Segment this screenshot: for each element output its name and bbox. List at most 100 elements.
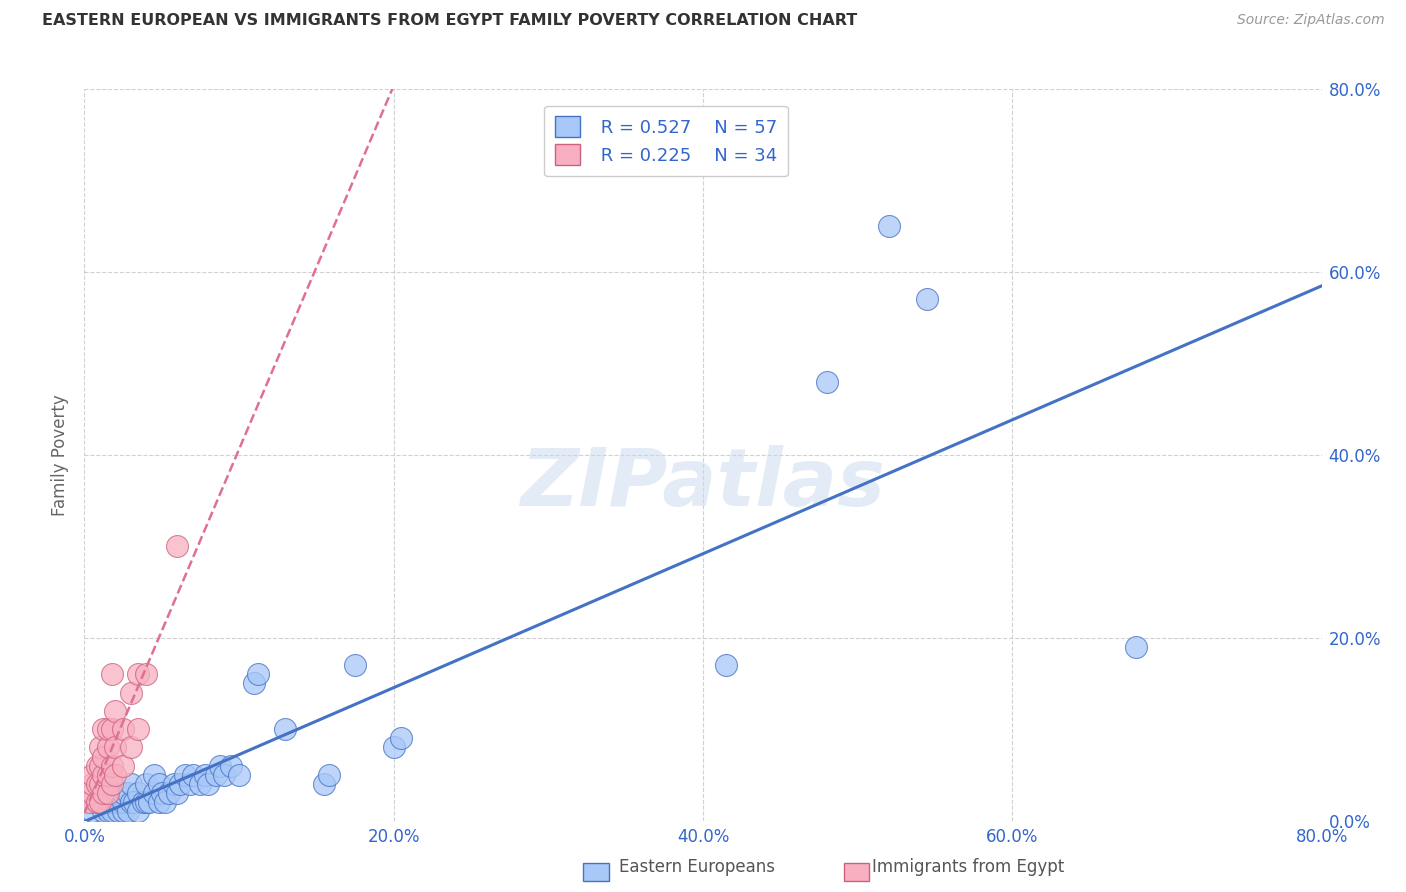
Point bbox=[91, 723, 114, 737]
Point bbox=[344, 658, 367, 673]
Point bbox=[917, 293, 939, 307]
Point bbox=[101, 758, 124, 772]
Point bbox=[135, 777, 157, 791]
Point bbox=[112, 796, 135, 810]
Point bbox=[122, 796, 145, 810]
Point bbox=[166, 539, 188, 553]
Point bbox=[150, 786, 173, 800]
Point bbox=[89, 740, 111, 755]
Point bbox=[97, 796, 120, 810]
Point bbox=[117, 786, 139, 800]
Point bbox=[89, 796, 111, 810]
Point bbox=[86, 796, 108, 810]
Point bbox=[89, 796, 111, 810]
Point bbox=[174, 768, 197, 782]
Point bbox=[82, 786, 104, 800]
Point bbox=[138, 796, 160, 810]
Point bbox=[120, 777, 142, 791]
Point bbox=[91, 768, 114, 782]
Point bbox=[120, 685, 142, 699]
Point bbox=[318, 768, 340, 782]
Point bbox=[107, 796, 129, 810]
Text: ZIPatlas: ZIPatlas bbox=[520, 445, 886, 524]
Point bbox=[104, 704, 127, 718]
Point bbox=[97, 740, 120, 755]
Point bbox=[132, 796, 155, 810]
Point bbox=[205, 768, 228, 782]
Point bbox=[209, 758, 232, 772]
Point bbox=[1125, 640, 1147, 654]
Point bbox=[197, 777, 219, 791]
Point bbox=[82, 777, 104, 791]
Point bbox=[97, 786, 120, 800]
Point bbox=[104, 768, 127, 782]
Point bbox=[112, 805, 135, 819]
Point bbox=[97, 723, 120, 737]
Point bbox=[91, 805, 114, 819]
Point bbox=[382, 740, 405, 755]
Point bbox=[877, 219, 900, 234]
Point bbox=[135, 667, 157, 681]
Point bbox=[228, 768, 250, 782]
Point bbox=[194, 768, 217, 782]
Point bbox=[112, 723, 135, 737]
Point bbox=[107, 805, 129, 819]
Point bbox=[148, 777, 170, 791]
Point bbox=[163, 777, 186, 791]
Point bbox=[391, 731, 413, 746]
Point bbox=[128, 667, 150, 681]
Point bbox=[97, 768, 120, 782]
Point bbox=[86, 758, 108, 772]
Point bbox=[104, 740, 127, 755]
Point bbox=[179, 777, 201, 791]
Text: Source: ZipAtlas.com: Source: ZipAtlas.com bbox=[1237, 13, 1385, 28]
Point bbox=[89, 758, 111, 772]
Point bbox=[716, 658, 738, 673]
Point bbox=[112, 786, 135, 800]
Point bbox=[815, 375, 838, 389]
Point bbox=[128, 786, 150, 800]
Point bbox=[89, 777, 111, 791]
Point bbox=[97, 805, 120, 819]
Text: EASTERN EUROPEAN VS IMMIGRANTS FROM EGYPT FAMILY POVERTY CORRELATION CHART: EASTERN EUROPEAN VS IMMIGRANTS FROM EGYP… bbox=[42, 13, 858, 29]
Point bbox=[143, 786, 166, 800]
Point bbox=[91, 749, 114, 764]
Point bbox=[101, 723, 124, 737]
Point bbox=[181, 768, 204, 782]
Point bbox=[128, 805, 150, 819]
Y-axis label: Family Poverty: Family Poverty bbox=[51, 394, 69, 516]
Point bbox=[143, 768, 166, 782]
Point bbox=[212, 768, 235, 782]
Point bbox=[86, 796, 108, 810]
Point bbox=[82, 805, 104, 819]
Point bbox=[128, 723, 150, 737]
Point bbox=[117, 805, 139, 819]
Point bbox=[188, 777, 212, 791]
Point bbox=[86, 777, 108, 791]
Point bbox=[101, 805, 124, 819]
Point bbox=[135, 796, 157, 810]
Point bbox=[148, 796, 170, 810]
Point bbox=[112, 758, 135, 772]
Point bbox=[91, 786, 114, 800]
Point bbox=[120, 796, 142, 810]
Point bbox=[314, 777, 336, 791]
Point bbox=[120, 740, 142, 755]
Point bbox=[274, 723, 297, 737]
Point bbox=[159, 786, 181, 800]
Point bbox=[104, 786, 127, 800]
Legend:  R = 0.527    N = 57,  R = 0.225    N = 34: R = 0.527 N = 57, R = 0.225 N = 34 bbox=[544, 105, 787, 176]
Point bbox=[221, 758, 243, 772]
Point bbox=[246, 667, 269, 681]
Point bbox=[101, 667, 124, 681]
Point bbox=[169, 777, 191, 791]
Point bbox=[101, 796, 124, 810]
Point bbox=[77, 796, 100, 810]
Point bbox=[153, 796, 176, 810]
Text: Eastern Europeans: Eastern Europeans bbox=[619, 858, 775, 876]
Point bbox=[166, 786, 188, 800]
Text: Immigrants from Egypt: Immigrants from Egypt bbox=[872, 858, 1064, 876]
Point bbox=[82, 768, 104, 782]
Point bbox=[243, 676, 266, 690]
Point bbox=[101, 777, 124, 791]
